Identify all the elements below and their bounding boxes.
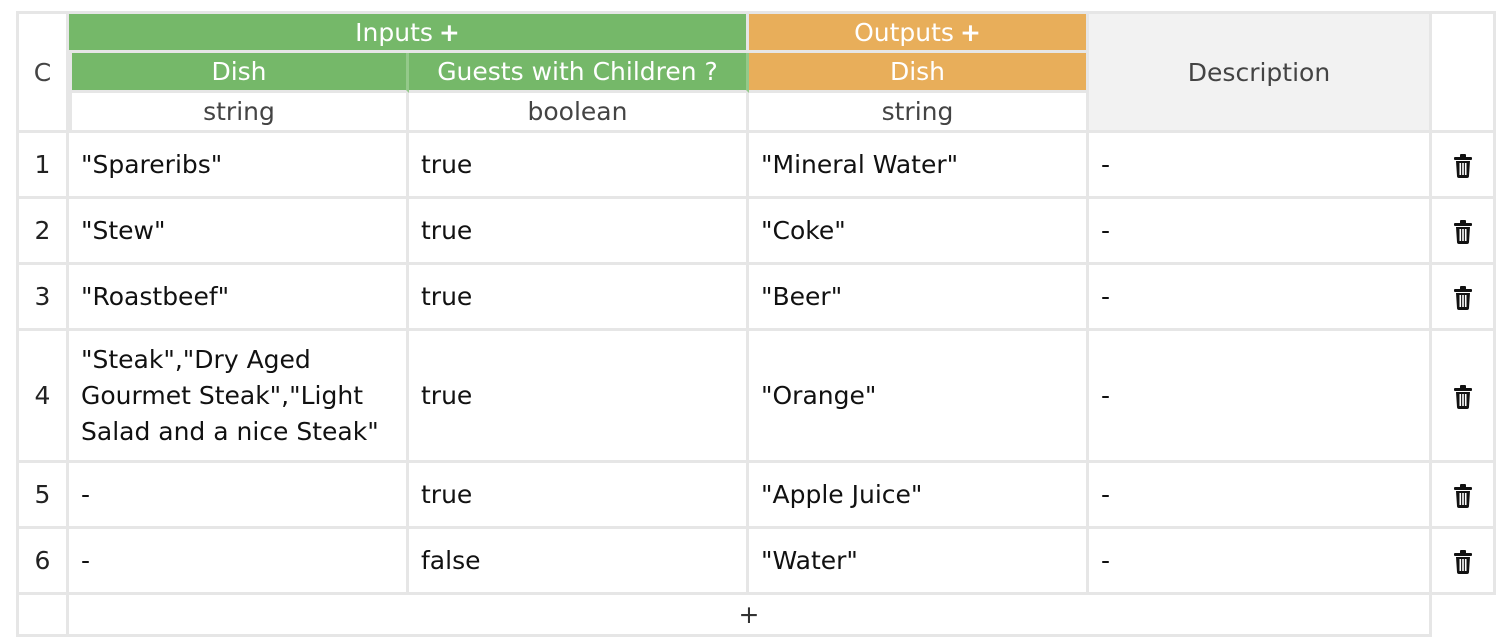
input-type-dish[interactable]: string (69, 93, 409, 133)
input-cell-dish[interactable]: - (69, 463, 409, 529)
table-row: 5 - true "Apple Juice" - (16, 463, 1496, 529)
delete-rule-button[interactable] (1432, 133, 1496, 199)
actions-header (1432, 11, 1496, 133)
trash-icon (1453, 484, 1472, 508)
input-cell-guests[interactable]: false (409, 529, 749, 595)
delete-rule-button[interactable] (1432, 331, 1496, 463)
output-cell-dish[interactable]: "Apple Juice" (749, 463, 1089, 529)
row-number: 5 (16, 463, 69, 529)
input-cell-guests[interactable]: true (409, 331, 749, 463)
table-row: 2 "Stew" true "Coke" - (16, 199, 1496, 265)
row-number: 4 (16, 331, 69, 463)
trash-icon (1453, 550, 1472, 574)
delete-rule-button[interactable] (1432, 199, 1496, 265)
output-column-dish[interactable]: Dish (749, 53, 1089, 93)
outputs-header: Outputs + (749, 11, 1089, 53)
delete-rule-button[interactable] (1432, 463, 1496, 529)
row-number: 6 (16, 529, 69, 595)
trash-icon (1453, 154, 1472, 178)
trash-icon (1453, 385, 1472, 409)
table-row: 3 "Roastbeef" true "Beer" - (16, 265, 1496, 331)
output-cell-dish[interactable]: "Coke" (749, 199, 1089, 265)
description-cell[interactable]: - (1089, 133, 1432, 199)
trash-icon (1453, 220, 1472, 244)
table-row: 1 "Spareribs" true "Mineral Water" - (16, 133, 1496, 199)
table-row: 6 - false "Water" - (16, 529, 1496, 595)
add-row-spacer (16, 595, 69, 637)
add-rule-button[interactable]: + (69, 595, 1432, 637)
row-number: 1 (16, 133, 69, 199)
output-cell-dish[interactable]: "Mineral Water" (749, 133, 1089, 199)
input-cell-dish[interactable]: - (69, 529, 409, 595)
description-cell[interactable]: - (1089, 529, 1432, 595)
output-cell-dish[interactable]: "Orange" (749, 331, 1089, 463)
input-cell-dish[interactable]: "Stew" (69, 199, 409, 265)
input-cell-guests[interactable]: true (409, 199, 749, 265)
add-input-button[interactable]: + (438, 17, 460, 47)
input-cell-guests[interactable]: true (409, 463, 749, 529)
inputs-label: Inputs (355, 17, 433, 47)
decision-table: C Inputs + Outputs + Description Dish Gues… (16, 11, 1496, 637)
output-cell-dish[interactable]: "Beer" (749, 265, 1089, 331)
input-cell-guests[interactable]: true (409, 133, 749, 199)
inputs-header: Inputs + (69, 11, 749, 53)
add-rule-row: + (16, 595, 1496, 637)
input-cell-guests[interactable]: true (409, 265, 749, 331)
row-number: 3 (16, 265, 69, 331)
description-cell[interactable]: - (1089, 199, 1432, 265)
input-cell-dish[interactable]: "Spareribs" (69, 133, 409, 199)
input-cell-dish[interactable]: "Roastbeef" (69, 265, 409, 331)
output-cell-dish[interactable]: "Water" (749, 529, 1089, 595)
delete-rule-button[interactable] (1432, 265, 1496, 331)
output-type-dish[interactable]: string (749, 93, 1089, 133)
description-cell[interactable]: - (1089, 265, 1432, 331)
description-header: Description (1089, 11, 1432, 133)
input-column-dish[interactable]: Dish (69, 53, 409, 93)
trash-icon (1453, 286, 1472, 310)
add-row-end (1432, 595, 1496, 637)
input-cell-dish[interactable]: "Steak","Dry Aged Gourmet Steak","Light … (69, 331, 409, 463)
hit-policy[interactable]: C (16, 11, 69, 133)
add-output-button[interactable]: + (959, 17, 981, 47)
input-column-guests-with-children[interactable]: Guests with Children ? (409, 53, 749, 93)
outputs-label: Outputs (854, 17, 954, 47)
input-type-guests[interactable]: boolean (409, 93, 749, 133)
description-cell[interactable]: - (1089, 331, 1432, 463)
delete-rule-button[interactable] (1432, 529, 1496, 595)
description-cell[interactable]: - (1089, 463, 1432, 529)
table-row: 4 "Steak","Dry Aged Gourmet Steak","Ligh… (16, 331, 1496, 463)
row-number: 2 (16, 199, 69, 265)
